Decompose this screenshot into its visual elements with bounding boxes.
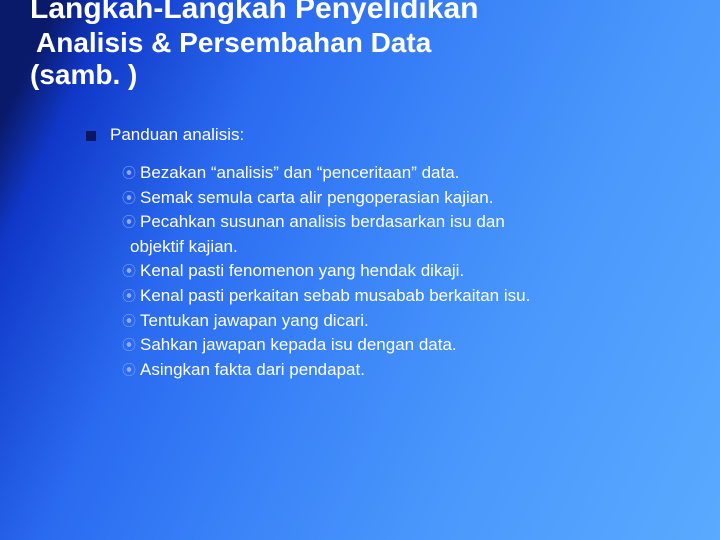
list-item: ⦿ Asingkan fakta dari pendapat. [122, 358, 690, 383]
list-item: ⦿ Sahkan jawapan kepada isu dengan data. [122, 333, 690, 358]
circle-bullet-icon: ⦿ [122, 186, 136, 210]
circle-bullet-icon: ⦿ [122, 358, 136, 382]
level2-list: ⦿ Bezakan “analisis” dan “penceritaan” d… [86, 161, 690, 383]
list-item-text: Kenal pasti fenomenon yang hendak dikaji… [140, 259, 464, 284]
list-item: ⦿ Tentukan jawapan yang dicari. [122, 309, 690, 334]
square-bullet-icon [86, 131, 96, 141]
list-item: ⦿ Kenal pasti perkaitan sebab musabab be… [122, 284, 690, 309]
circle-bullet-icon: ⦿ [122, 309, 136, 333]
list-item-text: Semak semula carta alir pengoperasian ka… [140, 186, 493, 211]
slide-body: Panduan analisis: ⦿ Bezakan “analisis” d… [30, 125, 690, 383]
list-item: ⦿ Bezakan “analisis” dan “penceritaan” d… [122, 161, 690, 186]
circle-bullet-icon: ⦿ [122, 161, 136, 185]
circle-bullet-icon: ⦿ [122, 333, 136, 357]
list-item-text: Kenal pasti perkaitan sebab musabab berk… [140, 284, 530, 309]
list-item: ⦿ Semak semula carta alir pengoperasian … [122, 186, 690, 211]
circle-bullet-icon: ⦿ [122, 284, 136, 308]
list-item-text: Asingkan fakta dari pendapat. [140, 358, 365, 383]
circle-bullet-icon: ⦿ [122, 210, 136, 234]
title-line-1: Langkah-Langkah Penyelidikan [30, 0, 690, 27]
slide: Langkah-Langkah Penyelidikan Analisis & … [0, 0, 720, 532]
list-item: ⦿ Pecahkan susunan analisis berdasarkan … [122, 210, 690, 235]
title-line-2: Analisis & Persembahan Data [30, 27, 690, 59]
list-item-text: Sahkan jawapan kepada isu dengan data. [140, 333, 457, 358]
list-item-text: Pecahkan susunan analisis berdasarkan is… [140, 210, 505, 235]
bullet-level1: Panduan analisis: [86, 125, 690, 145]
slide-title: Langkah-Langkah Penyelidikan Analisis & … [30, 0, 690, 91]
list-item-text: Bezakan “analisis” dan “penceritaan” dat… [140, 161, 459, 186]
list-item-text: Tentukan jawapan yang dicari. [140, 309, 369, 334]
list-item-wrap: objektif kajian. [122, 235, 690, 260]
level1-heading: Panduan analisis: [110, 125, 244, 145]
circle-bullet-icon: ⦿ [122, 259, 136, 283]
title-line-3: (samb. ) [30, 59, 690, 91]
list-item: ⦿ Kenal pasti fenomenon yang hendak dika… [122, 259, 690, 284]
